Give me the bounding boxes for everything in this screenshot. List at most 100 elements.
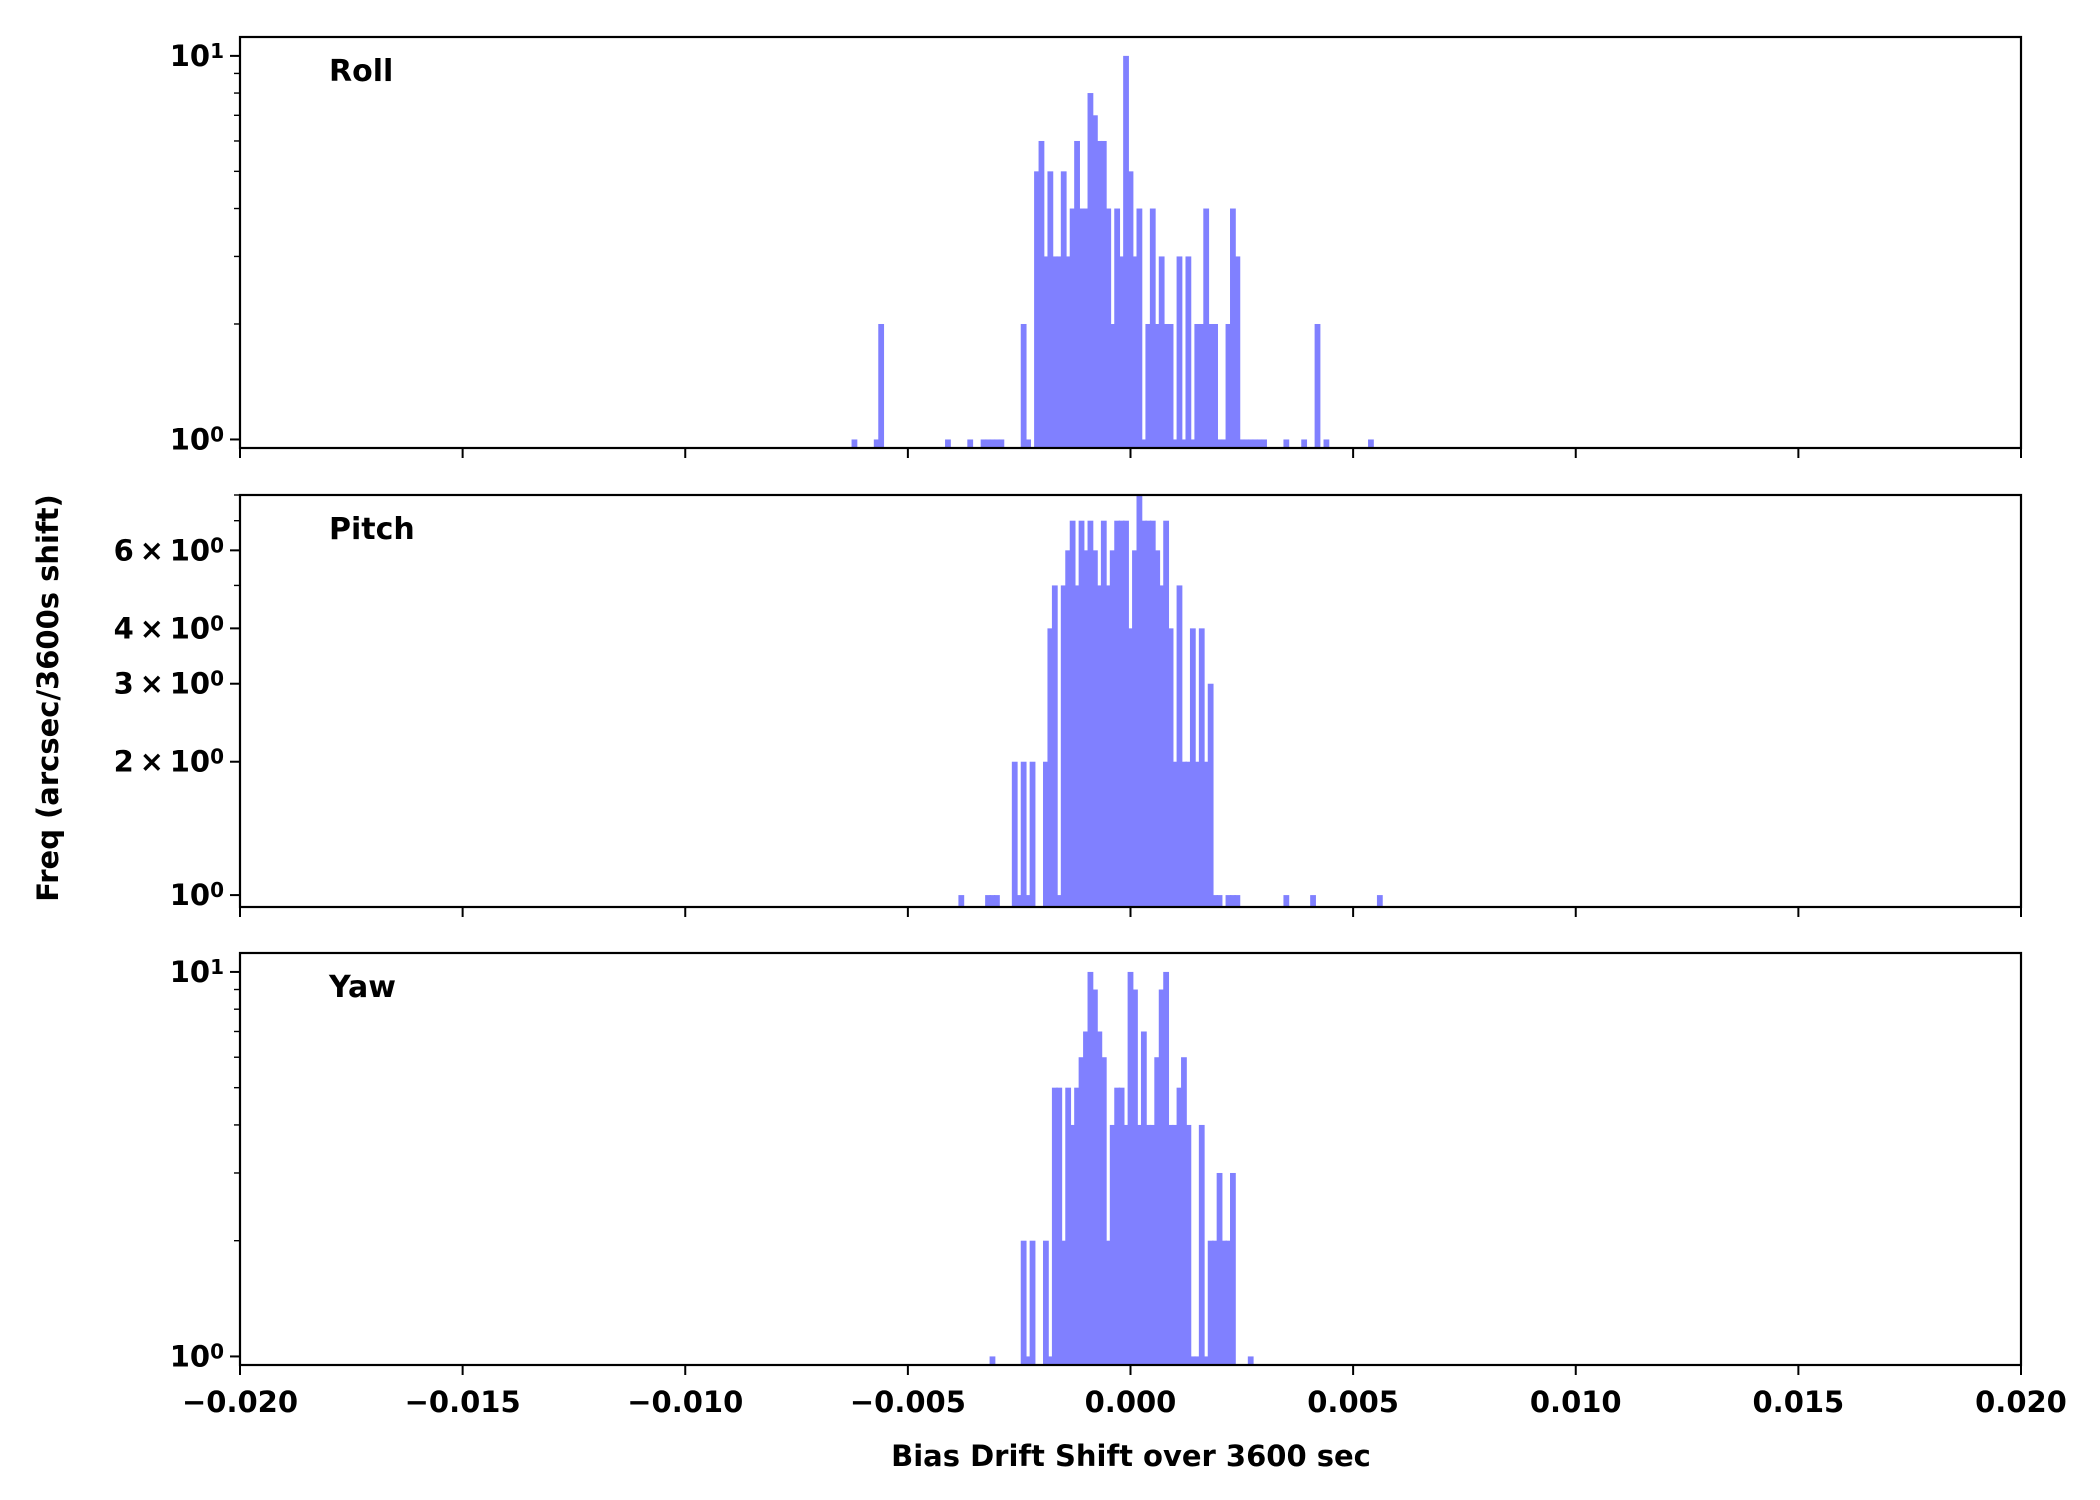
histogram-bar	[1109, 323, 1116, 448]
histogram-bar	[1198, 628, 1205, 907]
histogram-bar	[1043, 761, 1049, 907]
x-tick-label: 0.000	[1085, 1385, 1177, 1419]
y-tick-label: 2 × 100	[114, 744, 224, 778]
histogram-bar	[1212, 895, 1218, 907]
histogram-bar	[1114, 208, 1121, 448]
histogram-bar	[1096, 585, 1103, 907]
histogram-bar	[1096, 140, 1103, 448]
histogram-bar	[1145, 1124, 1152, 1365]
histogram-bar	[1167, 628, 1174, 907]
histogram-bar	[1047, 1356, 1054, 1365]
panels-layer: Roll 100 101 Pitch 100 2 × 100 3 × 100 4 × 100 6…	[114, 35, 2067, 1419]
histogram-bar	[958, 895, 965, 907]
histogram-bar	[1376, 895, 1383, 907]
histogram-bar	[1185, 256, 1192, 448]
histogram-bar	[1118, 520, 1125, 907]
histogram-bar	[1225, 323, 1232, 448]
histogram-bar	[1056, 895, 1063, 907]
histogram-bar	[1078, 208, 1085, 448]
histogram-bar	[1256, 439, 1263, 448]
histogram-bar	[1060, 171, 1067, 448]
histogram-bar	[1047, 171, 1054, 448]
histogram-bar	[1158, 585, 1165, 907]
histogram-bar	[1230, 1172, 1236, 1365]
y-tick-label: 3 × 100	[114, 666, 224, 700]
histogram-bar	[1189, 1356, 1196, 1365]
histogram-bar	[1189, 439, 1196, 448]
histogram-bar	[1132, 550, 1138, 907]
histogram-bar	[989, 1356, 996, 1365]
histogram-bar	[1216, 1172, 1223, 1365]
histogram-bar	[1114, 1087, 1121, 1365]
histogram-bar	[1149, 208, 1156, 448]
histogram-bar	[1172, 761, 1178, 907]
y-tick-label: 6 × 100	[114, 533, 224, 567]
histogram-bar	[1216, 895, 1223, 907]
histogram-bar	[1118, 256, 1125, 448]
histogram-bar	[1172, 439, 1178, 448]
histogram-bar	[1230, 895, 1236, 907]
histogram-bar	[1011, 761, 1018, 907]
histogram-bar	[878, 323, 885, 448]
histogram-bar	[1247, 439, 1254, 448]
histogram-bar	[1123, 1124, 1129, 1365]
y-tick-label: 100	[170, 422, 224, 456]
histogram-bar	[1025, 1356, 1031, 1365]
y-tick-label: 100	[170, 1339, 224, 1373]
y-tick-label: 101	[170, 38, 224, 72]
histogram-bar	[1167, 323, 1174, 448]
histogram-bar	[1154, 1057, 1161, 1365]
x-tick-label: 0.020	[1975, 1385, 2067, 1419]
histogram-bar	[1176, 256, 1183, 448]
histogram-bar	[945, 439, 951, 448]
histogram-bar	[1203, 761, 1210, 907]
histogram-bar	[1020, 323, 1027, 448]
histogram-bar	[1243, 439, 1250, 448]
bars	[851, 55, 1374, 449]
histogram-bar	[1145, 520, 1152, 907]
bars	[989, 971, 1254, 1365]
histogram-bar	[1123, 520, 1129, 907]
histogram-bar	[1136, 1124, 1143, 1365]
histogram-bar	[1083, 208, 1089, 448]
histogram-bar	[1203, 1356, 1210, 1365]
histogram-bar	[1323, 439, 1330, 448]
histogram-bar	[1087, 520, 1094, 907]
histogram-bar	[1043, 1240, 1049, 1365]
histogram-bar	[1029, 1240, 1036, 1365]
histogram-bar	[1154, 323, 1161, 448]
histogram-bar	[1091, 989, 1098, 1365]
histogram-bar	[1203, 208, 1210, 448]
histogram-bar	[1158, 256, 1165, 448]
x-tick-label: −0.010	[627, 1385, 743, 1419]
histogram-bar	[1207, 323, 1214, 448]
histogram-bar	[1212, 323, 1218, 448]
histogram-bar	[1176, 1087, 1183, 1365]
histogram-bar	[1074, 1087, 1080, 1365]
histogram-bar	[1016, 895, 1023, 907]
histogram-bar	[1056, 256, 1063, 448]
histogram-bar	[1167, 1124, 1174, 1365]
y-axis-label: Freq (arcsec/3600s shift)	[31, 494, 65, 901]
histogram-bar	[1051, 1087, 1058, 1365]
histogram-bar	[1176, 585, 1183, 907]
x-axis-label: Bias Drift Shift over 3600 sec	[891, 1439, 1371, 1473]
histogram-bar	[1310, 895, 1316, 907]
histogram-bar	[1069, 208, 1076, 448]
histogram-bar	[1234, 256, 1241, 448]
histogram-bar	[994, 895, 1000, 907]
histogram-bar	[1069, 1124, 1076, 1365]
histogram-bar	[1105, 585, 1112, 907]
panel-roll: Roll 100 101	[170, 35, 2023, 458]
histogram-bar	[1198, 323, 1205, 448]
y-tick-label: 100	[170, 878, 224, 912]
histogram-bar	[1216, 439, 1223, 448]
histogram-bar	[1198, 1124, 1205, 1365]
panel-pitch: Pitch 100 2 × 100 3 × 100 4 × 100 6 × 100	[114, 493, 2023, 917]
x-tick-label: 0.015	[1753, 1385, 1845, 1419]
histogram-bar	[1314, 323, 1321, 448]
histogram-bar	[1163, 520, 1170, 907]
histogram-bar	[1025, 439, 1031, 448]
histogram-bar	[1189, 628, 1196, 907]
histogram-bar	[1065, 1087, 1072, 1365]
